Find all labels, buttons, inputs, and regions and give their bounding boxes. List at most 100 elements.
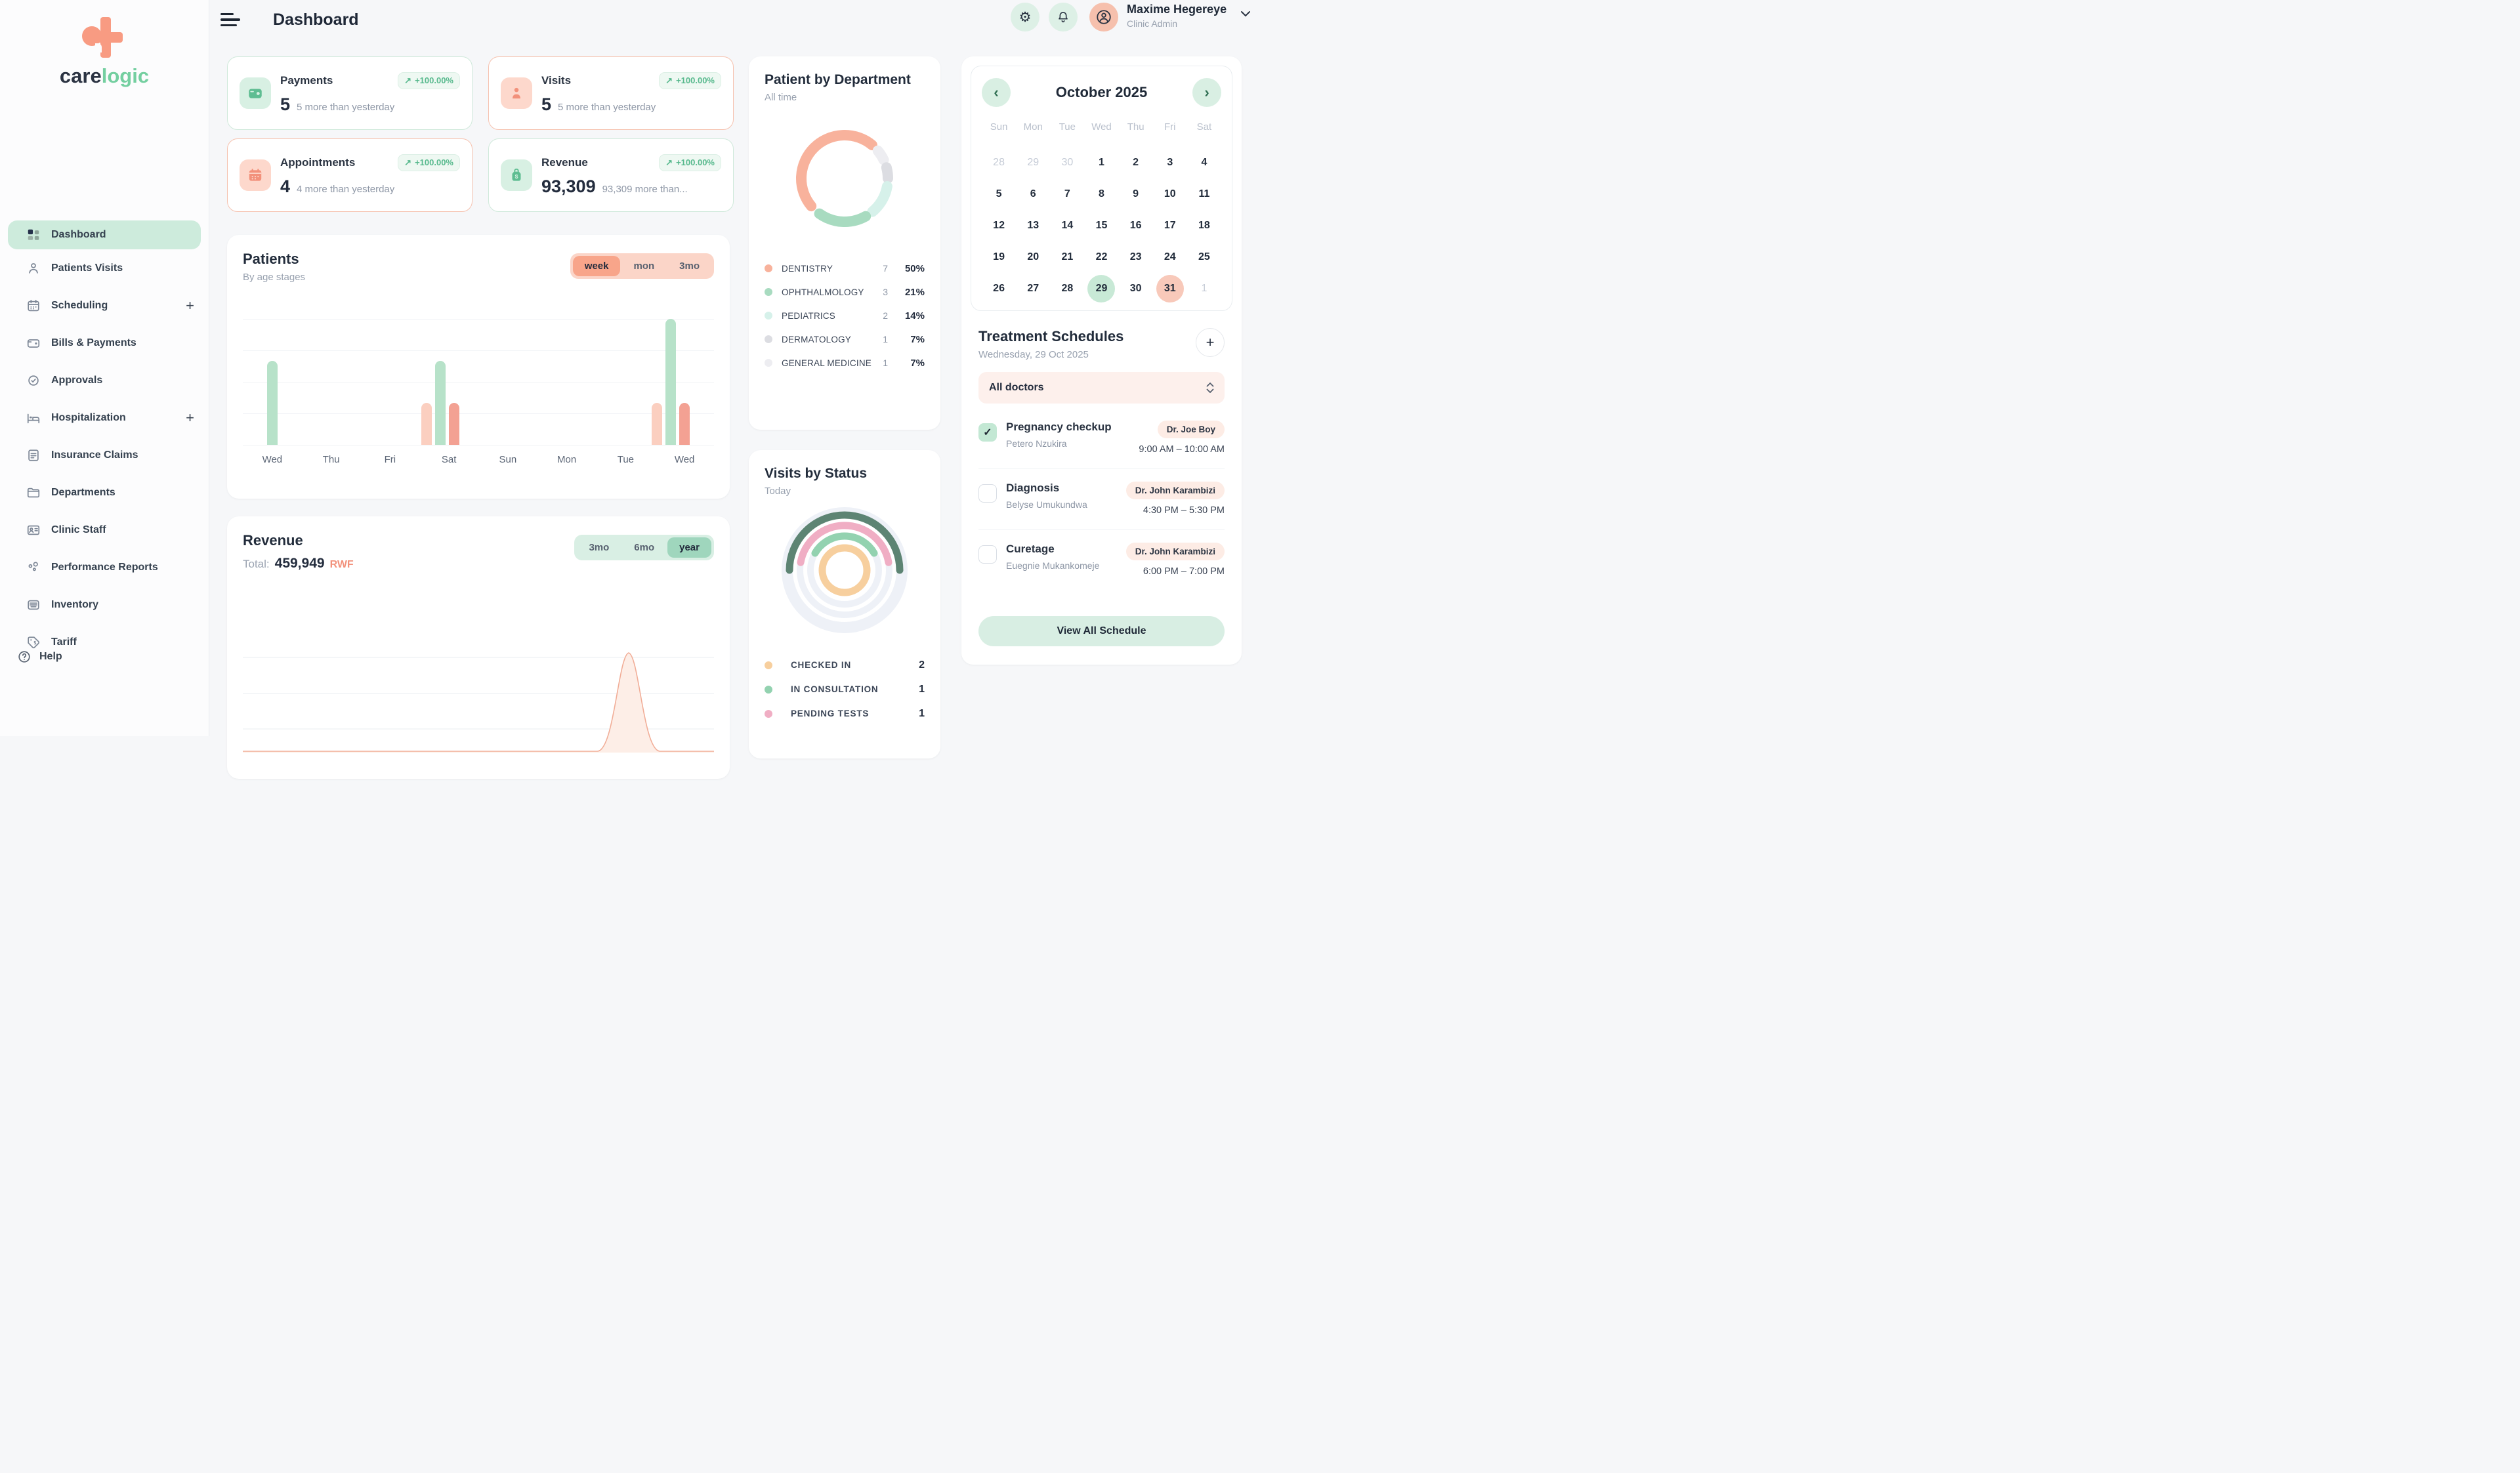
toggle-week[interactable]: week — [572, 256, 621, 276]
calendar-day[interactable]: 1 — [1201, 283, 1208, 294]
legend-dot — [765, 312, 772, 320]
calendar-day[interactable]: 22 — [1095, 251, 1108, 262]
notifications-button[interactable] — [1049, 3, 1078, 31]
help-button[interactable]: Help — [17, 650, 62, 664]
schedule-checkbox[interactable] — [978, 545, 997, 564]
sidebar-item-label: Dashboard — [51, 229, 106, 240]
calendar-day[interactable]: 14 — [1061, 220, 1074, 231]
settings-button[interactable]: ⚙ — [1011, 3, 1040, 31]
avatar[interactable] — [1089, 3, 1118, 31]
stat-subtitle: 4 more than yesterday — [297, 183, 395, 195]
calendar-day[interactable]: 16 — [1129, 220, 1142, 231]
calendar-day[interactable]: 8 — [1099, 188, 1104, 199]
stat-value: 4 — [280, 176, 291, 196]
legend-dot — [765, 661, 772, 669]
plus-icon[interactable]: + — [186, 409, 194, 426]
calendar-day[interactable]: 28 — [993, 157, 1005, 168]
sidebar-item-scheduling[interactable]: Scheduling + — [0, 287, 209, 324]
sidebar-item-dashboard[interactable]: Dashboard — [8, 220, 201, 249]
bar-group-wed2 — [652, 319, 690, 445]
hamburger-menu-icon[interactable] — [220, 13, 242, 29]
calendar-day[interactable]: 3 — [1167, 157, 1173, 168]
calendar-day[interactable]: 12 — [993, 220, 1005, 231]
chevron-down-icon[interactable] — [1240, 10, 1251, 17]
department-subtitle: All time — [765, 92, 797, 103]
revenue-title: Revenue — [243, 532, 303, 549]
calendar-days-grid: 28 29 30 1 2 3 4 5 6 7 8 9 10 11 12 13 1 — [982, 148, 1221, 304]
sidebar-item-clinic-staff[interactable]: Clinic Staff — [0, 511, 209, 549]
patients-chart-panel: Patients By age stages week mon 3mo — [227, 235, 730, 499]
calendar-day[interactable]: 5 — [996, 188, 1002, 199]
calendar-day[interactable]: 30 — [1129, 283, 1142, 294]
sidebar-item-performance-reports[interactable]: Performance Reports — [0, 549, 209, 586]
stat-value: 5 — [541, 94, 552, 114]
calendar-day[interactable]: 29 — [1027, 157, 1040, 168]
calendar-day[interactable]: 26 — [993, 283, 1005, 294]
approval-badge-icon — [26, 373, 41, 388]
calendar-day-selected[interactable]: 29 — [1084, 274, 1118, 304]
view-all-schedule-button[interactable]: View All Schedule — [978, 616, 1225, 646]
schedule-checkbox-checked[interactable]: ✓ — [978, 423, 997, 442]
stat-title: Revenue — [541, 156, 588, 169]
schedule-checkbox[interactable] — [978, 484, 997, 503]
stat-card-revenue[interactable]: $ Revenue ↗ +100.00% 93,309 93,309 more t… — [488, 138, 734, 212]
toggle-year[interactable]: year — [667, 537, 711, 558]
stat-card-visits[interactable]: Visits ↗ +100.00% 5 5 more than yesterday — [488, 56, 734, 130]
schedule-time: 4:30 PM – 5:30 PM — [1143, 505, 1225, 516]
calendar-day[interactable]: 18 — [1198, 220, 1210, 231]
calendar-day[interactable]: 1 — [1099, 157, 1104, 168]
calendar-day[interactable]: 30 — [1061, 157, 1074, 168]
calendar-day[interactable]: 24 — [1164, 251, 1176, 262]
sidebar-item-departments[interactable]: Departments — [0, 474, 209, 511]
department-donut-chart — [789, 123, 900, 234]
calendar-day[interactable]: 6 — [1030, 188, 1036, 199]
calendar-day[interactable]: 17 — [1164, 220, 1176, 231]
sidebar-item-inventory[interactable]: Inventory — [0, 586, 209, 623]
department-legend: DENTISTRY 7 50% OPHTHALMOLOGY 3 21% PEDI… — [765, 257, 925, 375]
calendar-day[interactable]: 11 — [1198, 188, 1210, 199]
sidebar-item-tariff[interactable]: Tariff — [0, 623, 209, 661]
calendar-day[interactable]: 27 — [1027, 283, 1040, 294]
calendar-day[interactable]: 28 — [1061, 283, 1074, 294]
sidebar-item-hospitalization[interactable]: Hospitalization + — [0, 399, 209, 436]
calendar-day[interactable]: 21 — [1061, 251, 1074, 262]
sidebar-item-label: Bills & Payments — [51, 337, 136, 348]
revenue-area-chart — [243, 595, 714, 753]
sidebar-item-insurance-claims[interactable]: Insurance Claims — [0, 436, 209, 474]
sidebar-item-bills-payments[interactable]: Bills & Payments — [0, 324, 209, 362]
appointments-calendar-icon — [240, 159, 271, 191]
calendar-day[interactable]: 19 — [993, 251, 1005, 262]
bar-group-sat — [421, 319, 460, 445]
calendar-day[interactable]: 7 — [1064, 188, 1070, 199]
plus-icon[interactable]: + — [186, 297, 194, 314]
calendar-day[interactable]: 2 — [1133, 157, 1139, 168]
calendar-day[interactable]: 23 — [1129, 251, 1142, 262]
toggle-3mo[interactable]: 3mo — [667, 256, 711, 276]
delta-badge: ↗ +100.00% — [398, 154, 460, 171]
schedule-item[interactable]: Diagnosis Belyse Umukundwa Dr. John Kara… — [978, 468, 1225, 529]
toggle-mon[interactable]: mon — [621, 256, 666, 276]
toggle-6mo[interactable]: 6mo — [622, 537, 666, 558]
calendar-day-highlighted[interactable]: 31 — [1153, 274, 1187, 304]
user-role: Clinic Admin — [1127, 18, 1178, 29]
calendar-next-button[interactable]: › — [1192, 78, 1221, 107]
schedule-item[interactable]: ✓ Pregnancy checkup Petero Nzukira Dr. J… — [978, 407, 1225, 468]
calendar-day[interactable]: 10 — [1164, 188, 1176, 199]
calendar-day[interactable]: 9 — [1133, 188, 1139, 199]
calendar-day[interactable]: 25 — [1198, 251, 1210, 262]
toggle-3mo[interactable]: 3mo — [577, 537, 621, 558]
calendar-day[interactable]: 20 — [1027, 251, 1040, 262]
schedule-item[interactable]: Curetage Euegnie Mukankomeje Dr. John Ka… — [978, 529, 1225, 590]
sidebar-item-approvals[interactable]: Approvals — [0, 362, 209, 399]
add-schedule-button[interactable]: + — [1196, 328, 1225, 357]
calendar-prev-button[interactable]: ‹ — [982, 78, 1011, 107]
calendar-day[interactable]: 13 — [1027, 220, 1040, 231]
legend-item: CHECKED IN 2 — [765, 653, 925, 677]
calendar-day[interactable]: 15 — [1095, 220, 1108, 231]
sidebar-item-patients-visits[interactable]: Patients Visits — [0, 249, 209, 287]
doctor-filter-select[interactable]: All doctors — [978, 372, 1225, 404]
treatment-schedules-header: Treatment Schedules Wednesday, 29 Oct 20… — [978, 328, 1225, 360]
calendar-day[interactable]: 4 — [1201, 157, 1208, 168]
stat-card-appointments[interactable]: Appointments ↗ +100.00% 4 4 more than yes… — [227, 138, 472, 212]
stat-card-payments[interactable]: Payments ↗ +100.00% 5 5 more than yesterd… — [227, 56, 472, 130]
